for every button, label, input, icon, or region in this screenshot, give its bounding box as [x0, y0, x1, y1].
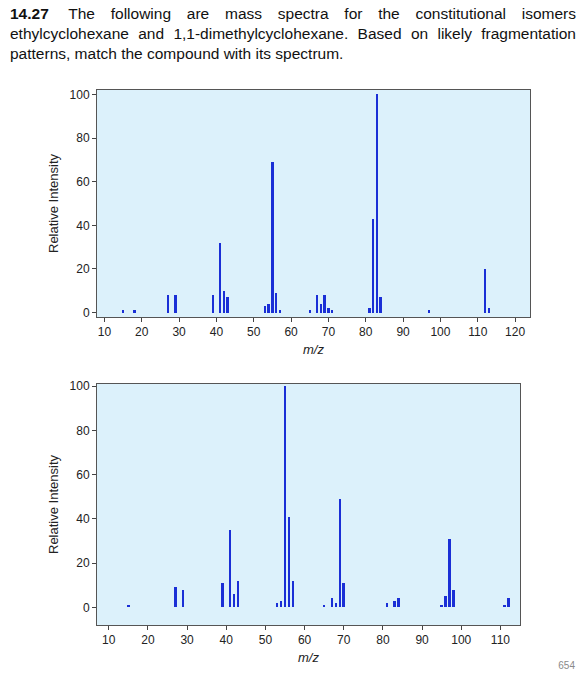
- svg-text:90: 90: [396, 325, 410, 339]
- svg-text:20: 20: [76, 262, 90, 276]
- svg-text:40: 40: [76, 512, 90, 526]
- svg-text:20: 20: [76, 556, 90, 570]
- svg-text:80: 80: [376, 633, 390, 647]
- svg-text:Relative Intensity: Relative Intensity: [46, 455, 61, 554]
- svg-text:80: 80: [76, 424, 90, 438]
- html-text:14.27 The following are mass s: 14.27 The following are mass spectra for…: [10, 5, 576, 62]
- svg-text:90: 90: [415, 633, 429, 647]
- svg-text:20: 20: [135, 325, 149, 339]
- svg-text:80: 80: [76, 131, 90, 145]
- svg-text:80: 80: [359, 325, 373, 339]
- svg-text:110: 110: [468, 325, 487, 339]
- svg-text:40: 40: [220, 633, 234, 647]
- html-text:654: 654: [558, 660, 575, 671]
- svg-text:m/z: m/z: [298, 650, 319, 665]
- svg-text:70: 70: [337, 633, 351, 647]
- svg-text:100: 100: [70, 88, 90, 102]
- svg-text:0: 0: [83, 306, 90, 320]
- svg-text:110: 110: [491, 633, 510, 647]
- svg-text:60: 60: [76, 468, 90, 482]
- svg-text:60: 60: [76, 175, 90, 189]
- svg-text:50: 50: [247, 325, 261, 339]
- svg-text:10: 10: [98, 325, 112, 339]
- svg-text:50: 50: [259, 633, 273, 647]
- svg-text:Relative Intensity: Relative Intensity: [46, 154, 61, 253]
- svg-text:10: 10: [102, 633, 116, 647]
- svg-text:0: 0: [83, 601, 90, 615]
- svg-text:30: 30: [172, 325, 186, 339]
- svg-text:100: 100: [70, 379, 90, 393]
- svg-text:20: 20: [141, 633, 155, 647]
- svg-text:100: 100: [451, 633, 471, 647]
- svg-text:70: 70: [322, 325, 336, 339]
- svg-text:100: 100: [430, 325, 450, 339]
- svg-text:60: 60: [298, 633, 312, 647]
- svg-text:40: 40: [76, 219, 90, 233]
- svg-text:120: 120: [505, 325, 525, 339]
- svg-text:30: 30: [180, 633, 194, 647]
- svg-text:60: 60: [284, 325, 298, 339]
- svg-text:m/z: m/z: [303, 342, 324, 357]
- svg-text:40: 40: [210, 325, 224, 339]
